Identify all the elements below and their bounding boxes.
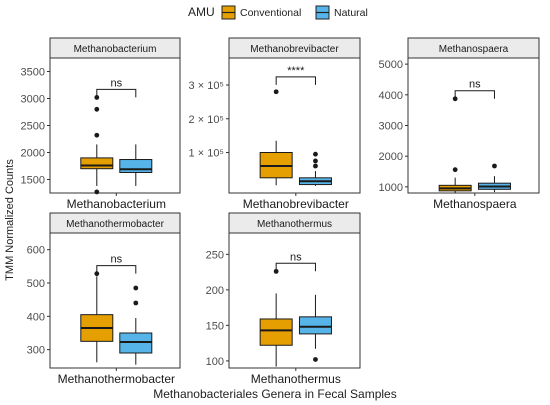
y-tick-label: 1500 — [21, 175, 45, 187]
bracket-line — [96, 88, 137, 98]
outlier-point — [94, 132, 100, 138]
y-tick-label: 4000 — [379, 90, 403, 102]
bracket-line — [275, 262, 316, 272]
y-tick-label: 150 — [206, 320, 224, 332]
x-category-label: Methanospaera — [433, 197, 517, 211]
x-category-label: Methanobacterium — [67, 197, 166, 211]
facet-title: Methanothermus — [257, 219, 332, 230]
y-tick-label: 3500 — [21, 67, 45, 79]
box-conventional — [259, 89, 293, 186]
x-axis-label: Methanobacteriales Genera in Fecal Sampl… — [153, 387, 396, 401]
significance-label: ns — [290, 251, 302, 263]
outlier-point — [492, 163, 497, 169]
outlier-point — [273, 268, 279, 274]
legend: AMU Conventional Natural — [188, 5, 368, 20]
y-tick-label: 3000 — [21, 94, 45, 106]
y-tick-label: 400 — [27, 311, 45, 323]
y-tick-label: 3000 — [379, 121, 403, 133]
y-tick-label: 100 — [206, 356, 224, 368]
y-tick-label: 200 — [206, 285, 224, 297]
box-iqr — [80, 157, 114, 170]
y-tick-label: 2500 — [21, 121, 45, 133]
box-natural — [298, 151, 332, 186]
bracket-line — [454, 90, 495, 99]
legend-label-natural: Natural — [334, 7, 368, 19]
panel-border — [228, 232, 361, 369]
y-tick-label: 1 × 10⁵ — [189, 148, 224, 160]
x-category-label: Methanothermobacter — [58, 372, 175, 386]
outlier-point — [94, 95, 100, 100]
panel-methanothermus: Methanothermus 100 150 200 250 Methanothermus… — [206, 212, 361, 386]
facet-panels: Methanobacterium 1500 2000 2500 3000 3500 Meth… — [21, 37, 540, 386]
outlier-point — [313, 151, 318, 157]
legend-title: AMU — [188, 5, 215, 19]
legend-label-conventional: Conventional — [240, 7, 301, 19]
outlier-point — [273, 89, 279, 95]
box-iqr — [298, 316, 332, 335]
outlier-point — [94, 271, 100, 277]
box-conventional — [438, 96, 472, 193]
x-category-label: Methanobrevibacter — [243, 197, 349, 211]
significance-bracket: ns — [96, 254, 137, 274]
y-axis-label: TMM Normalized Counts — [4, 159, 16, 281]
y-tick-label: 5000 — [379, 59, 403, 71]
y-tick-label: 2000 — [21, 148, 45, 160]
y-tick-label: 500 — [27, 278, 45, 290]
box-conventional — [80, 271, 114, 363]
facet-title: Methanothermobacter — [66, 219, 165, 230]
panel-border — [49, 232, 181, 369]
box-iqr — [259, 318, 293, 346]
y-tick-label: 1000 — [379, 182, 403, 194]
outlier-point — [313, 163, 318, 169]
outlier-point — [452, 167, 458, 173]
outlier-point — [313, 158, 318, 164]
significance-label: ns — [110, 254, 122, 266]
panel-border — [228, 57, 361, 194]
significance-bracket: ns — [275, 251, 316, 272]
outlier-point — [94, 189, 100, 195]
box-iqr — [119, 159, 153, 173]
y-tick-label: 250 — [206, 249, 224, 261]
outlier-point — [133, 300, 139, 306]
y-tick-label: 2000 — [379, 151, 403, 163]
panel-methanospaera: Methanospaera 1000 2000 3000 4000 5000 Methano… — [379, 37, 540, 211]
facet-title: Methanobacterium — [74, 44, 157, 55]
bracket-line — [96, 265, 137, 274]
outlier-point — [94, 106, 100, 112]
x-category-label: Methanothermus — [251, 372, 341, 386]
box-conventional — [259, 268, 293, 367]
outlier-point — [133, 285, 139, 291]
outlier-point — [452, 96, 458, 102]
bracket-line — [275, 76, 316, 85]
box-natural — [119, 144, 153, 186]
y-tick-label: 3 × 10⁵ — [189, 80, 224, 92]
significance-label: **** — [287, 65, 305, 77]
significance-bracket: ns — [96, 77, 137, 98]
y-tick-label: 300 — [27, 345, 45, 357]
panel-methanobrevibacter: Methanobrevibacter 1 × 10⁵ 2 × 10⁵ 3 × 10⁵ M… — [189, 37, 361, 211]
panel-methanothermobacter: Methanothermobacter 300 400 500 600 Methanoth… — [27, 212, 181, 386]
significance-label: ns — [469, 79, 481, 91]
outlier-point — [313, 357, 318, 362]
significance-label: ns — [110, 77, 122, 89]
box-natural — [298, 294, 332, 362]
significance-bracket: **** — [275, 65, 316, 85]
panel-methanobacterium: Methanobacterium 1500 2000 2500 3000 3500 Meth… — [21, 37, 181, 211]
facet-title: Methanospaera — [439, 44, 509, 55]
y-tick-label: 2 × 10⁵ — [189, 114, 224, 126]
box-conventional — [80, 95, 114, 195]
box-natural — [477, 163, 511, 193]
significance-bracket: ns — [454, 79, 495, 99]
facet-title: Methanobrevibacter — [250, 44, 339, 55]
y-tick-label: 600 — [27, 245, 45, 257]
box-natural — [119, 285, 153, 365]
